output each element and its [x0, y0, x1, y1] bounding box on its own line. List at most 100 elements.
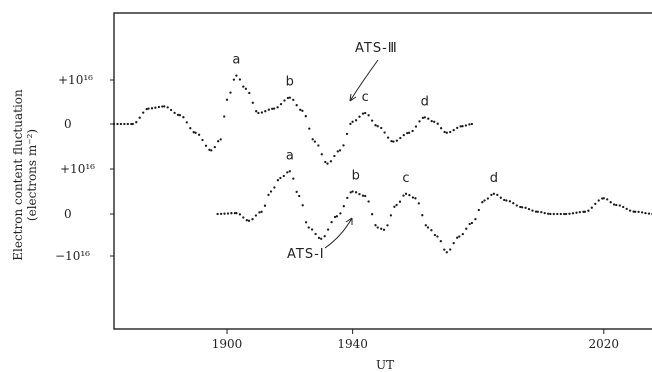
data-point	[301, 204, 304, 207]
x-tick-label: 1940	[337, 337, 368, 351]
data-point	[308, 127, 311, 130]
data-point	[406, 131, 409, 135]
series-name-ats3: ATS-Ⅲ	[355, 41, 398, 56]
data-point	[176, 113, 180, 117]
data-point	[232, 78, 236, 81]
data-point	[346, 196, 349, 200]
data-point	[358, 115, 361, 118]
data-point	[251, 101, 254, 104]
data-point	[230, 212, 233, 215]
data-point	[505, 199, 508, 202]
data-point	[116, 122, 119, 126]
data-point	[354, 119, 358, 122]
data-point	[594, 202, 597, 206]
data-point	[492, 192, 496, 195]
data-point	[508, 200, 512, 203]
data-point	[304, 221, 308, 224]
plot-frame	[113, 12, 652, 330]
data-point	[374, 124, 377, 127]
data-point	[628, 209, 632, 212]
data-point	[520, 206, 524, 209]
data-point	[311, 138, 314, 141]
data-point	[421, 214, 424, 217]
y-tick-label-ats1-minus: −10¹⁶	[55, 249, 90, 263]
data-point	[559, 212, 562, 216]
data-point	[370, 213, 374, 216]
data-point	[255, 110, 258, 113]
data-point	[358, 192, 361, 196]
data-point	[194, 131, 197, 134]
data-point	[465, 227, 468, 230]
data-point	[549, 212, 552, 216]
data-point	[424, 224, 427, 227]
data-point	[264, 110, 267, 113]
data-point	[468, 123, 471, 126]
peak-label-c: c	[402, 171, 409, 186]
data-point	[531, 209, 534, 212]
data-point	[326, 162, 329, 165]
data-point	[272, 107, 276, 110]
data-point	[423, 116, 426, 119]
data-point	[279, 102, 283, 106]
data-point	[112, 122, 116, 126]
data-point	[512, 202, 515, 205]
data-point	[640, 211, 644, 214]
data-point	[477, 208, 480, 212]
data-point	[606, 198, 609, 201]
data-point	[439, 240, 442, 243]
data-point	[563, 212, 566, 216]
data-point	[540, 210, 543, 214]
data-point	[242, 216, 245, 219]
data-point	[276, 106, 279, 109]
data-point	[258, 211, 261, 214]
data-point	[169, 108, 173, 112]
data-point	[486, 197, 490, 200]
data-point	[461, 125, 464, 128]
data-point	[333, 154, 336, 158]
data-point	[204, 144, 208, 147]
data-point	[470, 122, 474, 126]
data-point	[336, 150, 339, 153]
data-point	[295, 190, 298, 194]
data-point	[430, 229, 433, 232]
peak-label-a: a	[232, 53, 240, 68]
data-point	[339, 212, 342, 215]
data-point	[335, 215, 339, 218]
data-point	[481, 201, 484, 204]
data-point	[408, 193, 411, 197]
data-point	[307, 226, 310, 229]
y-tick-label-ats1-plus: +10¹⁶	[60, 162, 95, 176]
data-point	[583, 210, 587, 213]
data-point	[349, 191, 352, 194]
data-point	[286, 96, 290, 100]
y-axis-title: Electron content fluctuation (electrons …	[11, 89, 39, 261]
data-point	[376, 226, 379, 229]
data-point	[238, 213, 242, 216]
data-point	[647, 212, 651, 215]
peak-label-a: a	[286, 148, 294, 163]
data-point	[398, 200, 402, 203]
data-point	[282, 174, 285, 178]
arrow-ats3	[349, 59, 379, 102]
data-point	[283, 99, 286, 102]
data-point	[383, 131, 386, 134]
data-point	[247, 219, 251, 222]
data-point	[411, 196, 415, 199]
data-point	[382, 228, 386, 231]
data-point	[192, 131, 195, 134]
peak-labels: a b c d a b c d	[232, 53, 498, 186]
data-point	[564, 212, 568, 216]
data-point	[515, 204, 518, 207]
data-point	[304, 115, 307, 118]
data-point	[625, 207, 628, 211]
data-point	[578, 210, 582, 214]
data-point	[342, 205, 345, 208]
data-point	[386, 224, 389, 227]
data-point	[458, 235, 461, 238]
data-point	[483, 199, 486, 202]
x-axis-title: UT	[376, 358, 394, 372]
data-point	[456, 126, 459, 130]
data-point	[225, 98, 229, 101]
data-point	[119, 122, 123, 126]
